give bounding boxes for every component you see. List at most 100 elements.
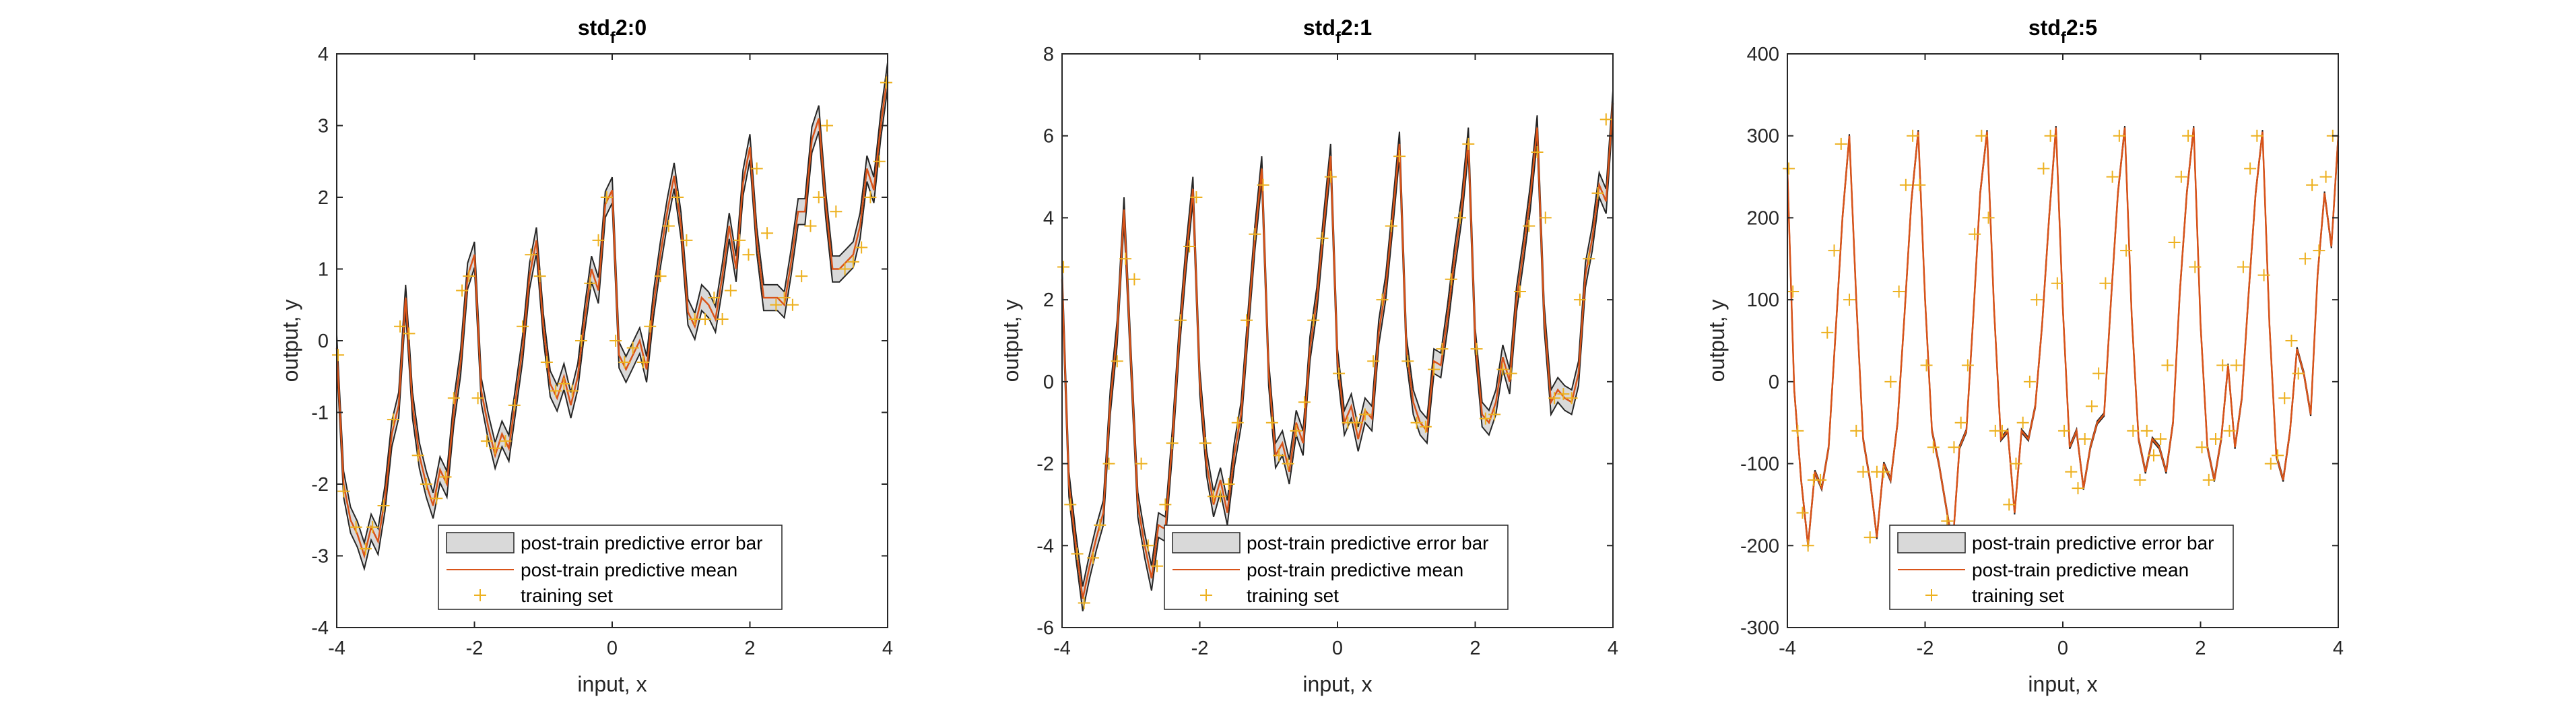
training-point	[1159, 498, 1172, 511]
y-tick-label: 4	[318, 44, 329, 65]
predictive-mean-line	[1786, 127, 2340, 546]
title-subscript: f	[610, 29, 616, 47]
x-tick-label: -2	[1191, 638, 1209, 659]
training-point	[1583, 252, 1595, 265]
training-point	[558, 377, 570, 390]
x-tick-label: 2	[1469, 638, 1480, 659]
training-point	[1814, 473, 1827, 486]
training-point	[1367, 355, 1380, 368]
y-tick-label: 200	[1747, 207, 1779, 229]
training-point	[662, 220, 675, 232]
training-point	[2292, 367, 2305, 380]
training-point	[447, 392, 460, 405]
training-point	[1878, 465, 1890, 478]
training-point	[1591, 187, 1604, 199]
training-point	[525, 248, 537, 261]
subplot-2-xlabel: input, x	[1302, 672, 1372, 696]
training-point	[1071, 547, 1084, 560]
training-point	[1376, 294, 1389, 306]
subplot-1: -4 -2 0 2 4 -4 -3 -2 -1 0 1 2 3 4 stdf2:0 input, x ou…	[278, 15, 893, 696]
y-tick-label: -200	[1740, 535, 1779, 557]
training-point	[1454, 211, 1466, 224]
training-point	[838, 263, 851, 275]
training-point	[394, 320, 407, 333]
training-point	[1796, 506, 1809, 519]
training-point	[2202, 473, 2215, 486]
training-point	[2003, 498, 2016, 511]
title-subscript: f	[2061, 29, 2067, 47]
training-point	[1557, 388, 1570, 401]
legend-label-error-bar: post-train predictive error bar	[1247, 533, 1488, 553]
training-point	[1783, 162, 1795, 175]
training-point	[761, 227, 774, 240]
training-point	[880, 76, 892, 89]
training-point	[708, 292, 721, 304]
training-point	[2299, 252, 2311, 265]
x-tick-label: -2	[1917, 638, 1934, 659]
training-point	[2016, 416, 2029, 429]
training-point	[1791, 424, 1804, 437]
legend: post-train predictive error bar post-tra…	[438, 525, 783, 610]
training-point	[2092, 367, 2105, 380]
training-point	[1214, 490, 1227, 503]
training-point	[2264, 457, 2277, 470]
y-tick-label: 4	[1043, 207, 1054, 229]
training-point	[1828, 244, 1841, 257]
y-tick-label: -4	[311, 617, 329, 639]
training-point	[2195, 441, 2208, 454]
legend-label-mean: post-train predictive mean	[1972, 560, 2189, 580]
subplot-3-xlabel: input, x	[2028, 672, 2097, 696]
title-main: std	[2028, 15, 2061, 40]
subplot-1-xlabel: input, x	[577, 672, 647, 696]
training-point	[584, 277, 597, 290]
training-point	[1996, 424, 2009, 437]
training-point	[2154, 433, 2167, 446]
training-point	[1094, 518, 1107, 531]
training-point	[1948, 441, 1960, 454]
training-point	[2120, 244, 2133, 257]
training-point	[2175, 170, 2187, 183]
legend: post-train predictive error bar post-tra…	[1889, 525, 2234, 610]
training-point	[770, 298, 783, 311]
training-point	[566, 384, 579, 397]
training-point	[1057, 261, 1070, 273]
training-point	[1884, 375, 1897, 388]
training-point	[1385, 220, 1397, 232]
training-point	[1401, 355, 1414, 368]
y-tick-label: -100	[1740, 454, 1779, 475]
training-point	[359, 542, 372, 555]
training-point	[1539, 211, 1552, 224]
training-point	[1892, 285, 1905, 298]
training-point	[350, 520, 362, 533]
training-point	[1548, 392, 1561, 405]
title-subscript: f	[1335, 29, 1342, 47]
x-tick-label: -4	[1779, 638, 1796, 659]
training-point	[804, 220, 817, 232]
x-tick-label: 2	[744, 638, 755, 659]
training-point	[821, 119, 834, 132]
training-point	[1531, 146, 1544, 159]
training-point	[1151, 560, 1164, 572]
training-point	[1907, 129, 1919, 142]
training-point	[2285, 335, 2298, 347]
training-point	[1899, 178, 1912, 191]
y-tick-label: 8	[1043, 44, 1054, 65]
subplot-3-ylabel: output, y	[1705, 300, 1729, 382]
y-tick-label: 0	[318, 331, 329, 352]
training-point	[1428, 363, 1441, 376]
training-point	[456, 284, 469, 297]
training-point	[1324, 170, 1337, 183]
training-point	[1199, 437, 1212, 450]
training-point	[2257, 269, 2270, 281]
training-point	[2099, 277, 2112, 290]
training-point	[2313, 244, 2325, 257]
x-tick-label: 4	[2333, 638, 2344, 659]
subplot-3: -4 -2 0 2 4 -300 -200 -100 0 100 200 300 400 stdf2:5…	[1705, 15, 2344, 696]
training-point	[699, 313, 712, 326]
training-point	[1333, 367, 1346, 380]
training-point	[377, 499, 390, 512]
y-tick-label: 1	[318, 259, 329, 281]
training-point	[600, 191, 613, 203]
training-point	[1969, 228, 1981, 240]
training-point	[1249, 228, 1261, 240]
